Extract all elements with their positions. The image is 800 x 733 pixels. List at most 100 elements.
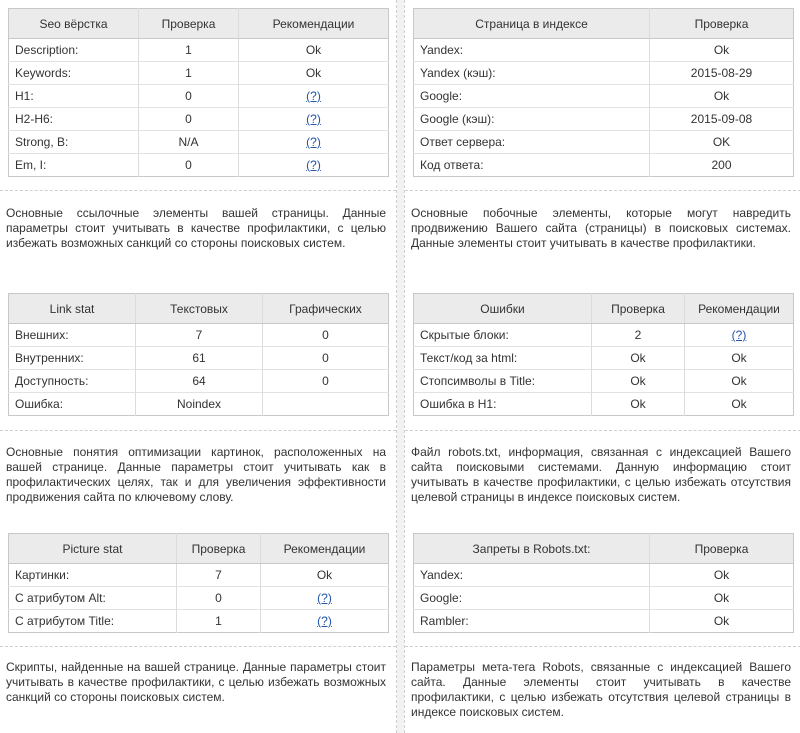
divider bbox=[405, 646, 800, 647]
robots-panel: Запреты в Robots.txt: Проверка Yandex: O… bbox=[413, 533, 794, 633]
row-graphic-count: 0 bbox=[262, 346, 389, 370]
picture-stat-description: Скрипты, найденные на вашей странице. Да… bbox=[6, 660, 386, 704]
table-header-row: Picture stat Проверка Рекомендации bbox=[8, 533, 389, 564]
left-column: Seo вёрстка Проверка Рекомендации Descri… bbox=[0, 0, 397, 733]
help-link[interactable]: (?) bbox=[317, 591, 332, 605]
table-row: H1: 0 (?) bbox=[8, 84, 389, 108]
row-label: С атрибутом Alt: bbox=[8, 586, 177, 610]
table-row: С атрибутом Title: 1 (?) bbox=[8, 609, 389, 633]
row-text-count: 61 bbox=[135, 346, 263, 370]
table-row: Em, I: 0 (?) bbox=[8, 153, 389, 177]
column-header: Проверка bbox=[138, 8, 239, 39]
index-table: Страница в индексе Проверка Yandex: Ok Y… bbox=[413, 8, 794, 177]
row-value: 0 bbox=[138, 84, 239, 108]
row-value: OK bbox=[649, 130, 794, 154]
row-recommendation: Ok bbox=[684, 369, 794, 393]
row-label: Картинки: bbox=[8, 563, 177, 587]
row-label: H1: bbox=[8, 84, 139, 108]
table-row: Strong, B: N/A (?) bbox=[8, 130, 389, 154]
row-label: Стопсимволы в Title: bbox=[413, 369, 592, 393]
column-header: Запреты в Robots.txt: bbox=[413, 533, 650, 564]
robots-table: Запреты в Robots.txt: Проверка Yandex: O… bbox=[413, 533, 794, 633]
column-header: Рекомендации bbox=[684, 293, 794, 324]
table-row: Keywords: 1 Ok bbox=[8, 61, 389, 85]
table-header-row: Страница в индексе Проверка bbox=[413, 8, 794, 39]
row-value: 2015-08-29 bbox=[649, 61, 794, 85]
column-header: Графических bbox=[262, 293, 389, 324]
divider bbox=[0, 190, 396, 191]
table-row: Внешних: 7 0 bbox=[8, 323, 389, 347]
errors-panel: Ошибки Проверка Рекомендации Скрытые бло… bbox=[413, 293, 794, 416]
table-row: Внутренних: 61 0 bbox=[8, 346, 389, 370]
row-label: Код ответа: bbox=[413, 153, 650, 177]
table-row: Стопсимволы в Title: Ok Ok bbox=[413, 369, 794, 393]
row-value: 2 bbox=[591, 323, 685, 347]
column-header: Проверка bbox=[176, 533, 261, 564]
row-label: Description: bbox=[8, 38, 139, 62]
table-row: Скрытые блоки: 2 (?) bbox=[413, 323, 794, 347]
table-row: Ответ сервера: OK bbox=[413, 130, 794, 154]
help-link[interactable]: (?) bbox=[306, 158, 321, 172]
row-recommendation: Ok bbox=[260, 563, 389, 587]
table-row: Google (кэш): 2015-09-08 bbox=[413, 107, 794, 131]
row-value: Ok bbox=[649, 586, 794, 610]
row-value: Ok bbox=[649, 84, 794, 108]
row-value: 7 bbox=[176, 563, 261, 587]
row-recommendation: Ok bbox=[684, 392, 794, 416]
row-value: 200 bbox=[649, 153, 794, 177]
table-header-row: Link stat Текстовых Графических bbox=[8, 293, 389, 324]
row-text-count: 64 bbox=[135, 369, 263, 393]
row-graphic-count: 0 bbox=[262, 369, 389, 393]
row-label: Rambler: bbox=[413, 609, 650, 633]
link-stat-panel: Link stat Текстовых Графических Внешних:… bbox=[8, 293, 389, 416]
help-link[interactable]: (?) bbox=[731, 328, 747, 342]
column-header: Рекомендации bbox=[238, 8, 389, 39]
index-description: Основные побочные элементы, которые могу… bbox=[411, 206, 791, 250]
divider bbox=[405, 430, 800, 431]
row-label: Внутренних: bbox=[8, 346, 136, 370]
row-recommendation: Ok bbox=[238, 61, 389, 85]
table-row: Yandex: Ok bbox=[413, 38, 794, 62]
table-header-row: Seo вёрстка Проверка Рекомендации bbox=[8, 8, 389, 39]
seo-panel: Seo вёрстка Проверка Рекомендации Descri… bbox=[8, 8, 389, 177]
divider bbox=[0, 430, 396, 431]
seo-table: Seo вёрстка Проверка Рекомендации Descri… bbox=[8, 8, 389, 177]
row-value: 0 bbox=[138, 153, 239, 177]
row-label: Внешних: bbox=[8, 323, 136, 347]
table-row: Код ответа: 200 bbox=[413, 153, 794, 177]
row-value: 2015-09-08 bbox=[649, 107, 794, 131]
column-header: Seo вёрстка bbox=[8, 8, 139, 39]
table-header-row: Запреты в Robots.txt: Проверка bbox=[413, 533, 794, 564]
row-value: 1 bbox=[138, 61, 239, 85]
table-row: Yandex: Ok bbox=[413, 563, 794, 587]
row-label: Текст/код за html: bbox=[413, 346, 592, 370]
row-label: H2-H6: bbox=[8, 107, 139, 131]
table-row: H2-H6: 0 (?) bbox=[8, 107, 389, 131]
help-link[interactable]: (?) bbox=[306, 89, 321, 103]
column-header: Текстовых bbox=[135, 293, 263, 324]
column-header: Страница в индексе bbox=[413, 8, 650, 39]
help-link[interactable]: (?) bbox=[317, 614, 332, 628]
link-stat-description: Основные понятия оптимизации картинок, р… bbox=[6, 445, 386, 504]
help-link[interactable]: (?) bbox=[306, 135, 321, 149]
table-row: Картинки: 7 Ok bbox=[8, 563, 389, 587]
picture-stat-panel: Picture stat Проверка Рекомендации Карти… bbox=[8, 533, 389, 633]
table-row: Ошибка: Noindex bbox=[8, 392, 389, 416]
table-row: Текст/код за html: Ok Ok bbox=[413, 346, 794, 370]
errors-description: Файл robots.txt, информация, связанная с… bbox=[411, 445, 791, 504]
row-label: Yandex: bbox=[413, 563, 650, 587]
row-label: Yandex: bbox=[413, 38, 650, 62]
row-label: Ошибка в H1: bbox=[413, 392, 592, 416]
row-value: Ok bbox=[591, 369, 685, 393]
row-label: С атрибутом Title: bbox=[8, 609, 177, 633]
row-graphic-count bbox=[262, 392, 389, 416]
right-column: Страница в индексе Проверка Yandex: Ok Y… bbox=[404, 0, 800, 733]
divider bbox=[405, 190, 800, 191]
table-row: С атрибутом Alt: 0 (?) bbox=[8, 586, 389, 610]
row-label: Keywords: bbox=[8, 61, 139, 85]
row-value: Ok bbox=[649, 563, 794, 587]
help-link[interactable]: (?) bbox=[306, 112, 321, 126]
row-graphic-count: 0 bbox=[262, 323, 389, 347]
row-value: 1 bbox=[176, 609, 261, 633]
row-text-count: 7 bbox=[135, 323, 263, 347]
